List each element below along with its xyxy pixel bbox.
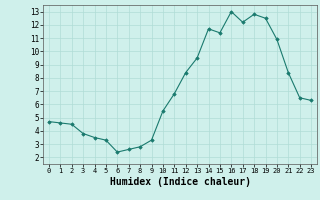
X-axis label: Humidex (Indice chaleur): Humidex (Indice chaleur) bbox=[109, 177, 251, 187]
